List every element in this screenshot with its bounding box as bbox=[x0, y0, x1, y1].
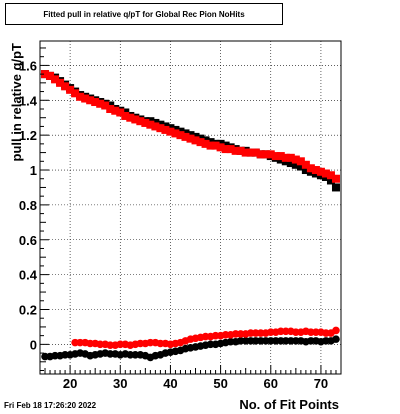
data-point bbox=[226, 145, 235, 154]
data-point bbox=[111, 106, 120, 115]
data-point bbox=[46, 71, 55, 80]
data-point bbox=[211, 141, 220, 150]
data-point bbox=[101, 101, 110, 110]
y-axis-label: pull in relative q/pT bbox=[9, 43, 24, 162]
data-point bbox=[241, 148, 250, 157]
y-tick-label: 1.6 bbox=[19, 58, 37, 73]
data-point bbox=[206, 141, 215, 150]
x-tick-label: 30 bbox=[113, 376, 127, 391]
data-point bbox=[196, 138, 205, 147]
y-tick-label: 0 bbox=[30, 337, 37, 352]
data-point bbox=[41, 70, 50, 79]
data-point bbox=[326, 171, 335, 180]
plot-frame bbox=[39, 40, 342, 375]
data-point bbox=[131, 115, 140, 124]
data-point bbox=[91, 98, 100, 107]
data-point bbox=[276, 152, 285, 161]
data-point bbox=[301, 160, 310, 169]
chart-title-box: Fitted pull in relative q/pT for Global … bbox=[5, 3, 283, 25]
data-point bbox=[186, 134, 195, 143]
data-point bbox=[61, 82, 70, 91]
grid bbox=[40, 41, 341, 374]
timestamp: Fri Feb 18 17:26:20 2022 bbox=[4, 401, 97, 410]
data-point bbox=[316, 167, 325, 176]
data-point bbox=[156, 124, 165, 133]
data-point bbox=[181, 132, 190, 141]
data-point bbox=[146, 120, 155, 129]
y-tick-label: 0.2 bbox=[19, 302, 37, 317]
data-point bbox=[126, 113, 135, 122]
data-point bbox=[326, 176, 335, 185]
data-point bbox=[311, 166, 320, 175]
data-point bbox=[291, 155, 300, 164]
data-point bbox=[141, 118, 150, 127]
data-point bbox=[66, 85, 75, 94]
data-point bbox=[76, 92, 85, 101]
y-tick-label: 1 bbox=[30, 163, 37, 178]
data-point bbox=[296, 157, 305, 166]
data-point bbox=[246, 148, 255, 157]
data-point bbox=[51, 75, 60, 84]
data-point bbox=[261, 150, 270, 159]
data-point bbox=[176, 131, 185, 140]
data-point bbox=[96, 99, 105, 108]
data-point bbox=[266, 150, 275, 159]
data-point bbox=[221, 145, 230, 154]
x-tick-label: 20 bbox=[63, 376, 77, 391]
data-point bbox=[256, 150, 265, 159]
data-point bbox=[306, 164, 315, 173]
data-point bbox=[71, 89, 80, 98]
data-point bbox=[136, 117, 145, 126]
axes: 20 30 40 50 60 70 0 0.2 0.4 0.6 0.8 1 1.2 1.4 1.6 bbox=[19, 47, 337, 391]
data-point bbox=[286, 153, 295, 162]
data-point bbox=[291, 160, 300, 169]
data-point bbox=[231, 146, 240, 155]
y-tick-label: 0.4 bbox=[19, 268, 38, 283]
chart-title: Fitted pull in relative q/pT for Global … bbox=[43, 9, 245, 19]
data-point bbox=[331, 183, 340, 192]
y-tick-label: 0.6 bbox=[19, 233, 37, 248]
data-point bbox=[332, 326, 340, 335]
data-point bbox=[86, 96, 95, 105]
series-4 bbox=[71, 326, 340, 350]
data-point bbox=[151, 122, 160, 131]
data-point bbox=[271, 152, 280, 161]
data-point bbox=[166, 127, 175, 136]
data-point bbox=[321, 169, 330, 178]
data-point bbox=[106, 104, 115, 113]
series-3 bbox=[41, 70, 340, 183]
data-points bbox=[41, 70, 340, 362]
y-tick-label: 1.2 bbox=[19, 128, 37, 143]
x-tick-label: 40 bbox=[163, 376, 177, 391]
x-tick-label: 50 bbox=[213, 376, 227, 391]
data-point bbox=[251, 148, 260, 157]
data-point bbox=[281, 153, 290, 162]
x-tick-label: 70 bbox=[314, 376, 328, 391]
data-point bbox=[81, 94, 90, 103]
data-point bbox=[201, 139, 210, 148]
data-point bbox=[171, 129, 180, 138]
y-tick-label: 0.8 bbox=[19, 198, 37, 213]
data-point bbox=[332, 335, 340, 343]
data-point bbox=[216, 143, 225, 152]
data-point bbox=[191, 136, 200, 145]
data-point bbox=[161, 125, 170, 134]
y-tick-label: 1.4 bbox=[19, 93, 38, 108]
data-point bbox=[331, 174, 340, 183]
series-2 bbox=[41, 335, 340, 362]
series-1 bbox=[41, 70, 340, 192]
x-tick-label: 60 bbox=[264, 376, 278, 391]
data-point bbox=[301, 166, 310, 175]
data-point bbox=[116, 108, 125, 117]
x-axis-label: No. of Fit Points bbox=[239, 397, 339, 412]
data-point bbox=[56, 78, 65, 87]
data-point bbox=[121, 111, 130, 120]
data-point bbox=[236, 146, 245, 155]
data-point bbox=[296, 162, 305, 171]
data-point bbox=[286, 159, 295, 168]
